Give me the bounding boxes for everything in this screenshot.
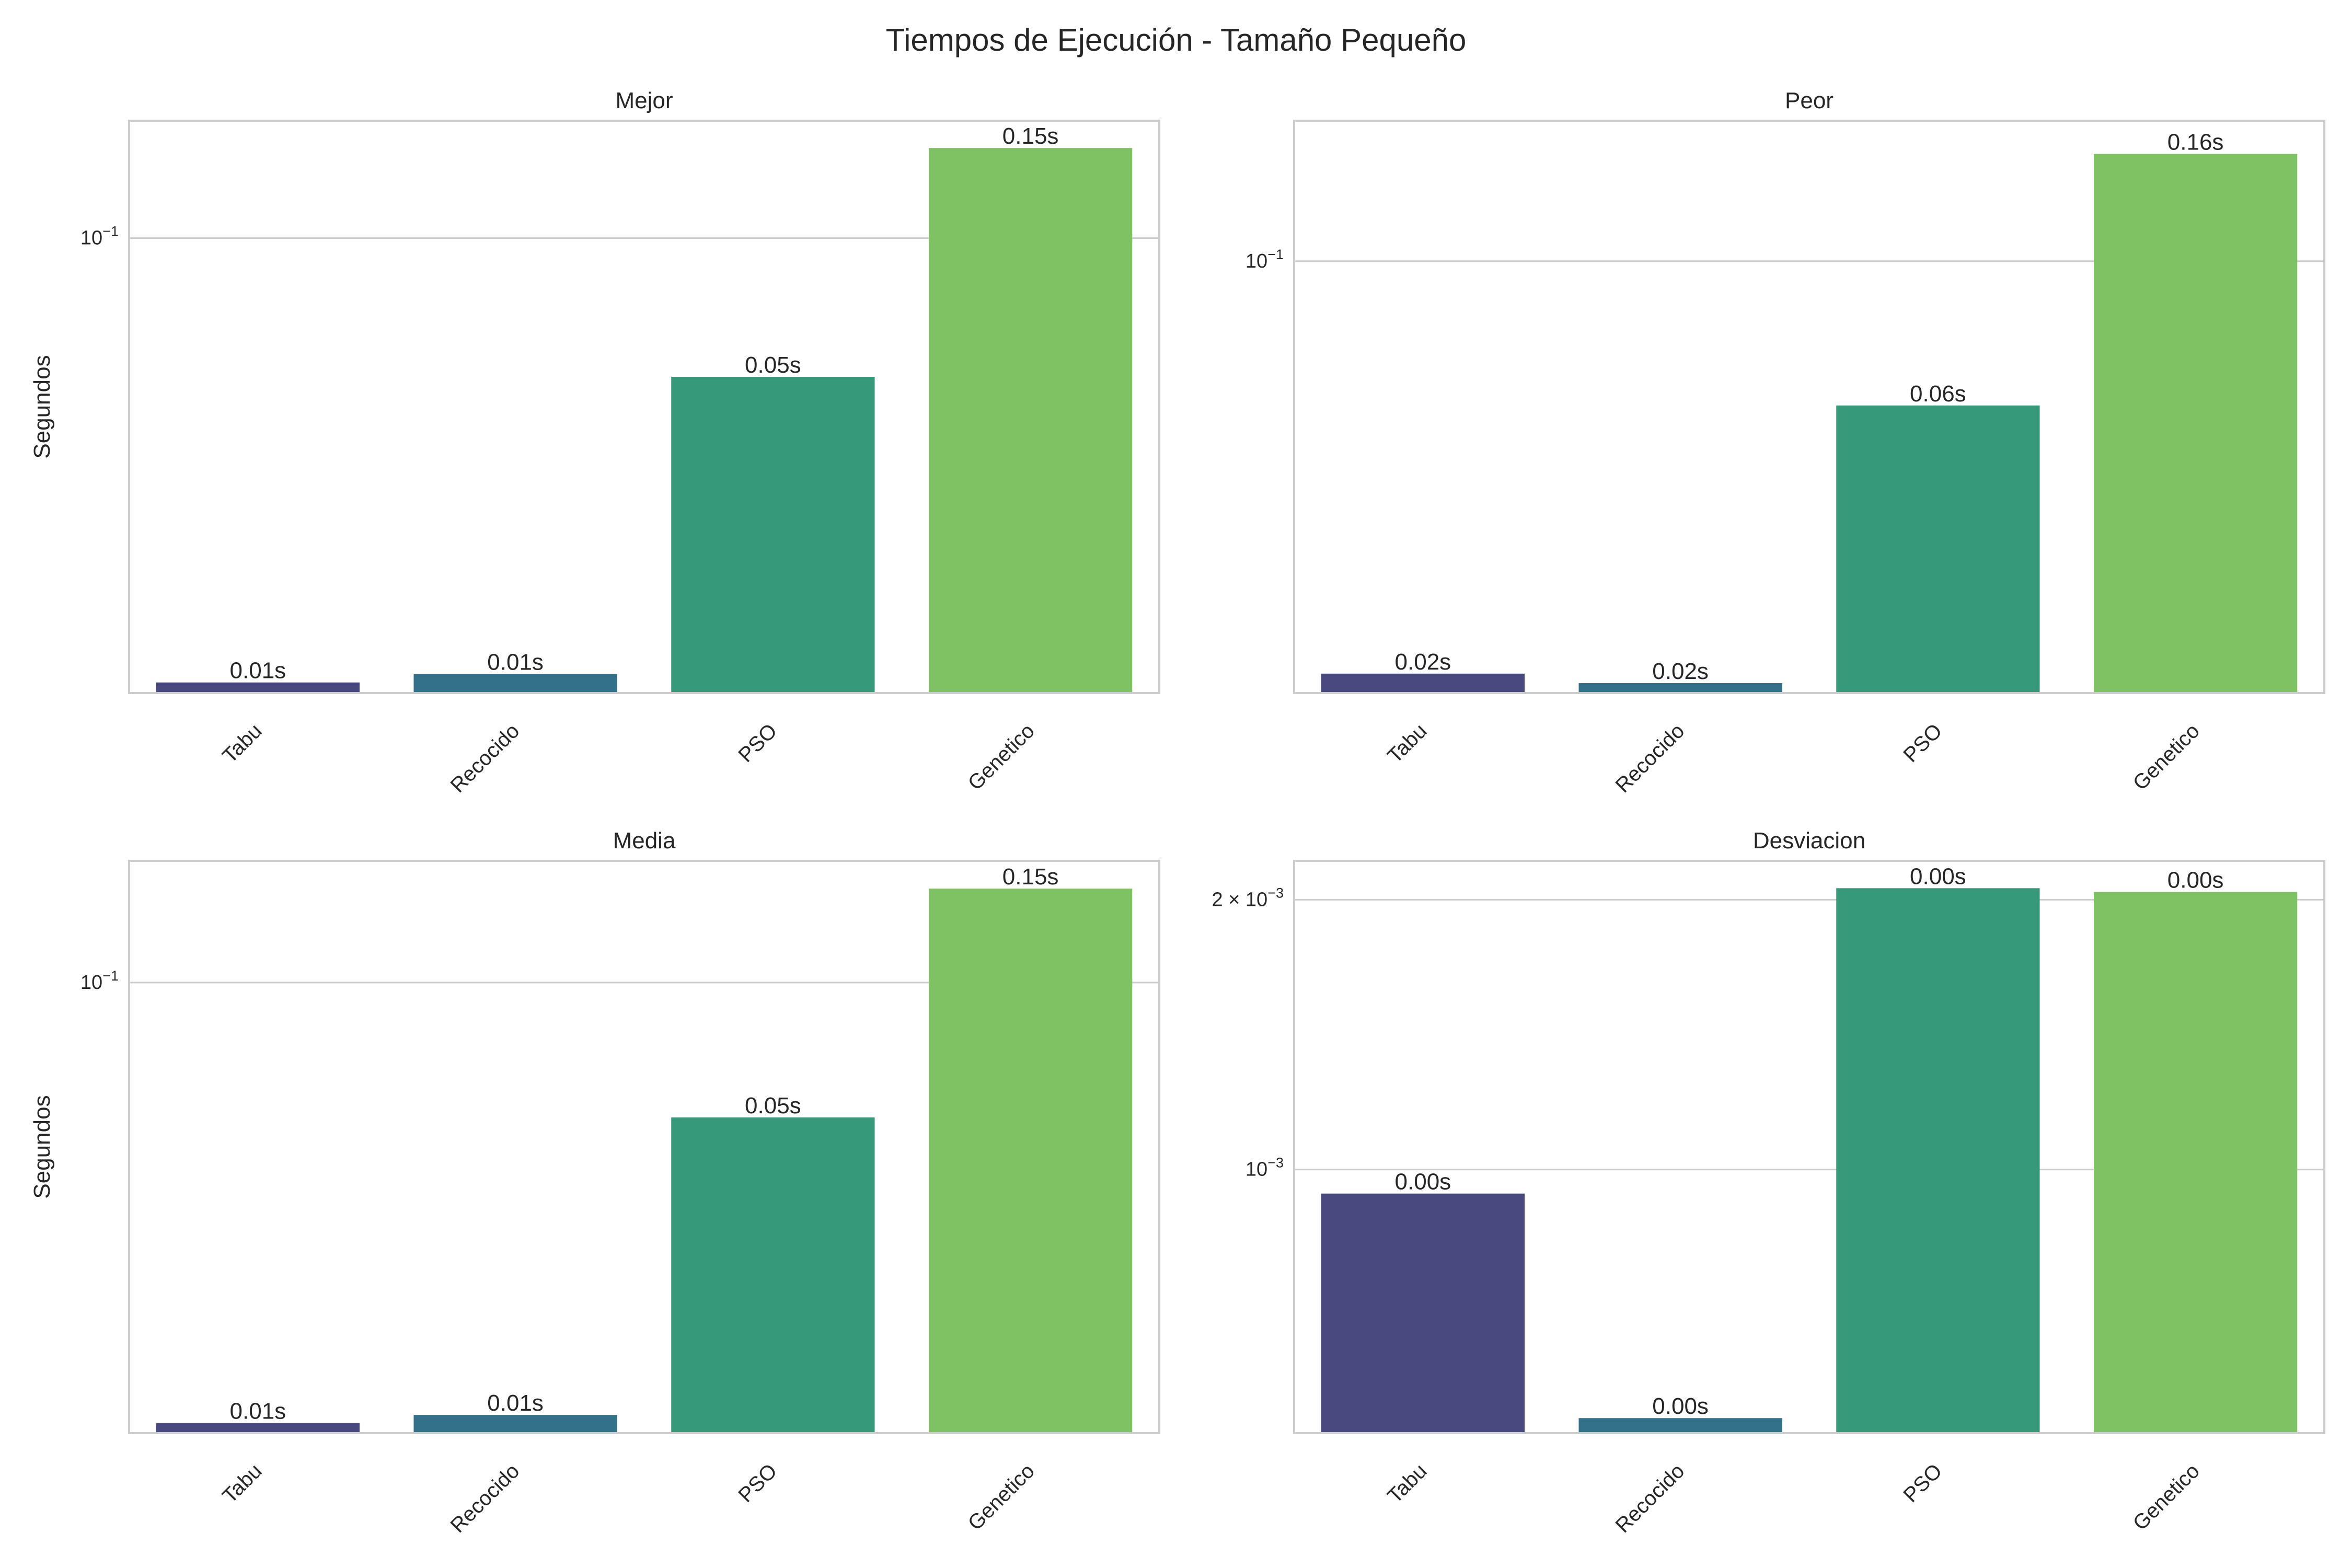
x-tick-label: Tabu [218,1459,266,1507]
x-tick-label: Genetico [964,1459,1039,1535]
y-axis-label: Segundos [29,355,55,458]
bar-value-label: 0.01s [487,1390,544,1416]
bar-value-label: 0.02s [1652,659,1709,684]
bar-value-label: 0.00s [1395,1169,1451,1195]
figure-title: Tiempos de Ejecución - Tamaño Pequeño [885,22,1467,57]
bar-value-label: 0.06s [1910,381,1966,407]
y-tick-label: 10−1 [1246,247,1284,272]
subplot-title: Peor [1785,88,1834,113]
x-tick-label: Recocido [446,1459,524,1537]
bar-value-label: 0.00s [2167,868,2224,893]
bar-tabu [156,1423,360,1433]
subplot-title: Media [613,828,676,854]
x-tick-label: Recocido [1611,719,1689,797]
subplot-media: 10−1 0.01s Tabu 0.01s Recocido 0.05s PSO 0.15s G… [29,828,1160,1537]
subplot-title: Mejor [615,88,673,113]
bar-value-label: 0.05s [745,1093,801,1119]
bar-genetico [2093,154,2298,694]
x-tick-label: Tabu [1383,1459,1431,1507]
x-tick-label: Genetico [2129,1459,2204,1535]
bar-value-label: 0.01s [487,650,544,675]
x-tick-label: Recocido [446,719,524,797]
bar-recocido [1578,1418,1782,1433]
bar-pso [671,376,875,693]
bar-recocido [1578,683,1782,693]
y-axis-label: Segundos [29,1095,55,1198]
bar-tabu [156,682,360,693]
axes-frame [128,860,1160,1434]
subplot-desviacion: 10−3 2 × 10−3 0.00s Tabu 0.00s Recocido 0.00s P… [1212,828,2325,1537]
subplot-mejor: 10−1 0.01s Tabu 0.01s Recocido 0.05s PSO 0.15s G… [29,88,1160,797]
bar-value-label: 0.00s [1910,863,1966,889]
y-tick-label: 10−3 [1246,1155,1284,1181]
bar-tabu [1321,1193,1525,1433]
x-tick-label: PSO [734,719,781,767]
bar-tabu [1321,673,1525,693]
bar-value-label: 0.15s [1002,123,1059,149]
y-tick-label: 10−1 [80,968,119,994]
x-tick-label: PSO [1899,719,1946,767]
y-tick-label: 10−1 [80,224,119,249]
axes-frame [1293,120,2325,694]
bar-value-label: 0.01s [230,1399,286,1424]
axes-frame [128,120,1160,694]
bar-genetico [2093,892,2298,1433]
x-tick-label: Genetico [964,719,1039,794]
bar-genetico [928,889,1133,1433]
bar-recocido [413,1415,617,1433]
bar-recocido [413,674,617,693]
bar-value-label: 0.15s [1002,864,1059,890]
x-tick-label: Recocido [1611,1459,1689,1537]
x-tick-label: PSO [734,1459,781,1507]
subplot-peor: 10−1 0.02s Tabu 0.02s Recocido 0.06s PSO 0.16s G… [1246,88,2325,797]
subplot-title: Desviacion [1753,828,1865,854]
bar-value-label: 0.05s [745,352,801,378]
y-tick-label: 2 × 10−3 [1212,885,1284,910]
bar-value-label: 0.16s [2167,129,2224,155]
bar-value-label: 0.02s [1395,649,1451,675]
bar-value-label: 0.00s [1652,1393,1709,1419]
x-tick-label: Tabu [1383,719,1431,767]
x-tick-label: Genetico [2129,719,2204,794]
x-tick-label: PSO [1899,1459,1946,1507]
bar-value-label: 0.01s [230,658,286,684]
x-tick-label: Tabu [218,719,266,767]
axes-frame [1293,860,2325,1434]
bar-pso [1836,405,2040,693]
bar-pso [671,1117,875,1433]
bar-pso [1836,888,2040,1433]
bar-genetico [928,148,1133,693]
